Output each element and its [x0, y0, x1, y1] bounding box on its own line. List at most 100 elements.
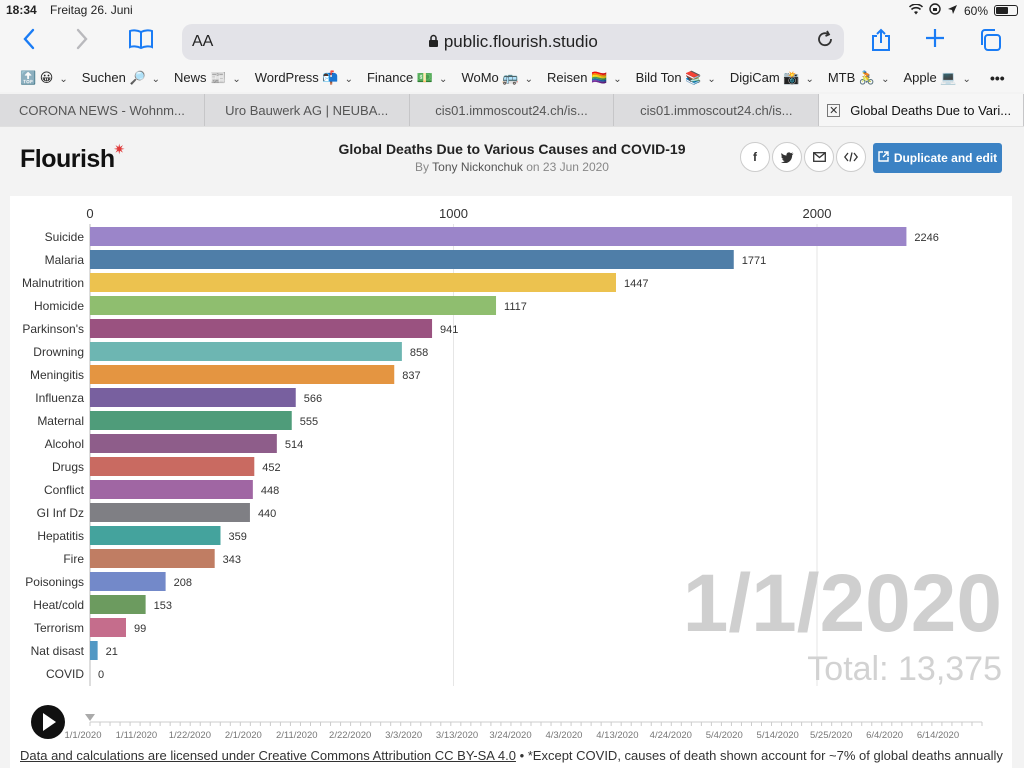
bar: [90, 411, 292, 430]
bar: [90, 457, 255, 476]
timeline-date-label: 6/4/2020: [866, 730, 903, 741]
timeline-handle[interactable]: [85, 714, 95, 721]
email-icon[interactable]: [804, 142, 834, 172]
bar: [90, 227, 907, 246]
chart-card: 0 1000 2000 1/1/2020 Total: 13,375 Suicide 224…: [10, 196, 1012, 768]
location-icon: [947, 4, 958, 18]
value-label: 1771: [742, 255, 766, 267]
bar: [90, 595, 146, 614]
bookmark-folder[interactable]: News 📰 ⌄: [174, 70, 241, 85]
url-text: public.flourish.studio: [443, 32, 598, 51]
timeline-date-label: 3/13/2020: [436, 730, 478, 741]
value-label: 343: [223, 554, 241, 566]
value-label: 153: [154, 600, 172, 612]
address-bar[interactable]: AA public.flourish.studio: [182, 24, 844, 60]
value-label: 1447: [624, 278, 648, 290]
more-icon[interactable]: •••: [990, 70, 1005, 86]
value-label: 99: [134, 623, 146, 635]
timeline-date-label: 3/24/2020: [489, 730, 531, 741]
author-link[interactable]: Tony Nickonchuk: [432, 160, 523, 174]
share-icon[interactable]: [866, 28, 896, 58]
reader-aa-button[interactable]: AA: [192, 33, 214, 50]
bar: [90, 434, 277, 453]
timeline-date-label: 1/11/2020: [116, 730, 158, 741]
bar: [90, 549, 215, 568]
bookmark-folder[interactable]: WoMo 🚌 ⌄: [461, 70, 533, 85]
bookmark-folder[interactable]: WordPress 📬 ⌄: [254, 70, 353, 85]
value-label: 359: [228, 531, 246, 543]
chevron-down-icon: ⌄: [524, 74, 533, 85]
category-label: Alcohol: [45, 437, 84, 451]
forward-icon[interactable]: [67, 28, 97, 56]
timeline-date-label: 5/14/2020: [757, 730, 799, 741]
close-tab-icon[interactable]: ✕: [827, 103, 841, 117]
embed-icon[interactable]: [836, 142, 866, 172]
flourish-logo[interactable]: Flourish ✷: [20, 141, 125, 173]
timeline-date-label: 1/1/2020: [65, 730, 102, 741]
browser-tab[interactable]: cis01.immoscout24.ch/is...: [410, 94, 615, 126]
bookmark-folder[interactable]: DigiCam 📸 ⌄: [729, 70, 814, 85]
chevron-down-icon: ⌄: [344, 74, 353, 85]
bar: [90, 342, 402, 361]
bar: [90, 296, 497, 315]
bar: [90, 250, 734, 269]
bar: [90, 388, 296, 407]
flourish-header: Flourish ✷ Global Deaths Due to Various C…: [0, 126, 1024, 194]
value-label: 2246: [914, 232, 938, 244]
browser-tab[interactable]: Uro Bauwerk AG | NEUBA...: [205, 94, 410, 126]
bookmarks-icon[interactable]: [126, 28, 156, 56]
duplicate-and-edit-button[interactable]: Duplicate and edit: [873, 143, 1002, 173]
timeline-date-label: 2/1/2020: [225, 730, 262, 741]
category-label: Maternal: [37, 414, 84, 428]
twitter-icon[interactable]: [772, 142, 802, 172]
visualization-title: Global Deaths Due to Various Causes and …: [338, 141, 686, 157]
bookmark-folder[interactable]: Finance 💵 ⌄: [366, 70, 448, 85]
bookmarks-bar: 🔝 😀 ⌄ Suchen 🔎 ⌄ News 📰 ⌄ WordPress 📬 ⌄ Finance …: [0, 64, 1024, 92]
status-time: 18:34: [6, 3, 37, 17]
bookmark-folder[interactable]: Bild Ton 📚 ⌄: [635, 70, 716, 85]
bookmark-folder[interactable]: Apple 💻 ⌄: [903, 70, 971, 85]
url-display[interactable]: public.flourish.studio: [182, 32, 844, 52]
category-label: Nat disast: [31, 644, 85, 658]
publish-date: 23 Jun 2020: [542, 160, 609, 174]
browser-tab[interactable]: cis01.immoscout24.ch/is...: [614, 94, 820, 126]
category-label: Drugs: [52, 460, 84, 474]
timeline-date-label: 4/13/2020: [596, 730, 638, 741]
category-label: Suicide: [45, 230, 85, 244]
bar: [90, 365, 395, 384]
chevron-down-icon: ⌄: [439, 74, 448, 85]
facebook-icon[interactable]: f: [740, 142, 770, 172]
bookmark-folder[interactable]: 🔝 😀 ⌄: [20, 70, 68, 85]
visualization-byline: By Tony Nickonchuk on 23 Jun 2020: [415, 160, 609, 174]
browser-tab[interactable]: ✕ Global Deaths Due to Vari...: [819, 94, 1024, 126]
license-link[interactable]: Data and calculations are licensed under…: [20, 748, 516, 763]
back-icon[interactable]: [14, 28, 44, 56]
value-label: 514: [285, 439, 303, 451]
category-label: Homicide: [34, 299, 84, 313]
chevron-down-icon: ⌄: [707, 74, 716, 85]
chevron-down-icon: ⌄: [151, 74, 161, 85]
external-icon: [878, 151, 889, 165]
browser-tab[interactable]: CORONA NEWS - Wohnm...: [0, 94, 205, 126]
category-label: GI Inf Dz: [37, 506, 84, 520]
timeline-date-label: 5/4/2020: [706, 730, 743, 741]
bookmark-folder[interactable]: MTB 🚴 ⌄: [827, 70, 890, 85]
category-label: Hepatitis: [37, 529, 84, 543]
reload-icon[interactable]: [816, 30, 834, 53]
new-tab-icon[interactable]: [920, 28, 950, 54]
tabs-icon[interactable]: [975, 28, 1005, 58]
value-label: 440: [258, 508, 276, 520]
value-label: 566: [304, 393, 322, 405]
value-label: 941: [440, 324, 458, 336]
play-icon: [43, 713, 56, 731]
bar: [90, 526, 221, 545]
chevron-down-icon: ⌄: [881, 74, 890, 85]
chart-footer: Data and calculations are licensed under…: [20, 748, 1003, 763]
bookmark-folder[interactable]: Suchen 🔎 ⌄: [81, 70, 161, 85]
value-label: 858: [410, 347, 428, 359]
value-label: 21: [106, 646, 118, 658]
chevron-down-icon: ⌄: [805, 74, 814, 85]
bookmark-folder[interactable]: Reisen 🏳️‍🌈 ⌄: [546, 70, 622, 85]
lock-icon: [428, 32, 444, 51]
value-label: 555: [300, 416, 318, 428]
